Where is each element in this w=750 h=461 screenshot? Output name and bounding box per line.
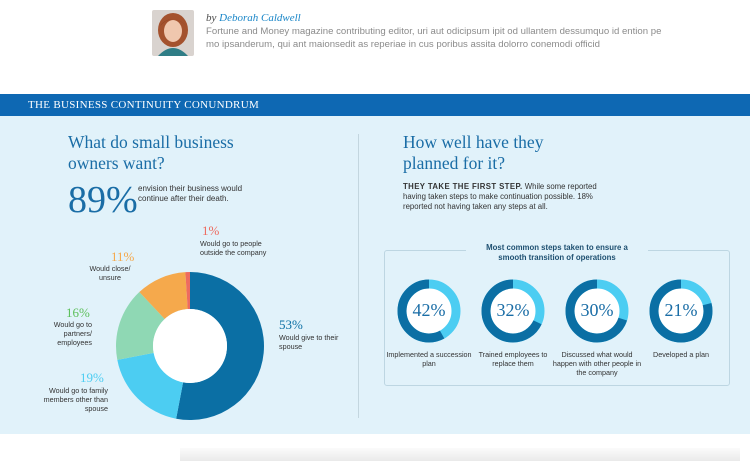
slice-label-outside: Would go to people outside the company <box>200 239 267 257</box>
slice-label-close: Would close/ unsure <box>89 264 131 282</box>
step-ring-graphic <box>565 279 629 343</box>
donut-hole <box>153 309 227 383</box>
slice-label-spouse: Would give to their spouse <box>279 333 339 351</box>
author-name[interactable]: Deborah Caldwell <box>219 12 301 24</box>
steps-title-wrap: Most common steps taken to ensure a smoo… <box>385 243 729 265</box>
banner-title: THE BUSINESS CONTINUITY CONUNDRUM <box>28 99 260 111</box>
left-heading-line2: owners want? <box>68 153 165 173</box>
right-heading-line1: How well have they <box>403 132 544 152</box>
intro-lead: THEY TAKE THE FIRST STEP. <box>403 182 523 191</box>
steps-title: Most common steps taken to ensure a smoo… <box>466 243 648 263</box>
slice-pct-spouse: 53% <box>279 317 303 332</box>
step-ring-pct: 42% <box>412 300 446 320</box>
donut-slice-close <box>139 272 188 320</box>
section-banner: THE BUSINESS CONTINUITY CONUNDRUM <box>0 94 750 116</box>
step-ring-graphic <box>649 279 713 343</box>
left-heading-line1: What do small business <box>68 132 234 152</box>
donut-slice-outside <box>185 272 190 310</box>
step-ring-label: Implemented a succession plan <box>386 350 472 368</box>
big-percentage: 89% <box>68 179 138 221</box>
step-ring-3: 30% <box>564 278 630 344</box>
step-ring-graphic <box>481 279 545 343</box>
left-heading: What do small business owners want? <box>68 132 234 174</box>
intro-body: While some reported having taken steps t… <box>403 182 597 211</box>
step-ring-label: Discussed what would happen with other p… <box>552 350 642 377</box>
step-ring-graphic <box>397 279 461 343</box>
right-intro: THEY TAKE THE FIRST STEP. While some rep… <box>403 182 613 212</box>
bottom-edge <box>180 448 740 461</box>
author-bio: Fortune and Money magazine contributing … <box>206 26 662 50</box>
step-ring-pct: 30% <box>580 300 614 320</box>
column-divider <box>358 134 359 418</box>
slice-label-partners: Would go to partners/ employees <box>53 320 92 347</box>
step-ring-pct: 32% <box>496 300 530 320</box>
step-ring-pct: 21% <box>664 300 698 320</box>
slice-pct-family: 19% <box>80 370 104 385</box>
step-ring-1: 42% <box>396 278 462 344</box>
donut-slice-spouse <box>176 272 264 420</box>
author-block: by Deborah Caldwell Fortune and Money ma… <box>152 10 732 60</box>
right-heading-line2: planned for it? <box>403 153 506 173</box>
step-ring-arc <box>397 279 461 343</box>
step-ring-2: 32% <box>480 278 546 344</box>
step-ring-arc <box>481 279 545 343</box>
slice-pct-outside: 1% <box>202 223 220 238</box>
step-ring-arc <box>649 279 713 343</box>
succession-donut-chart <box>116 272 264 420</box>
slice-label-family: Would go to family members other than sp… <box>43 386 108 413</box>
step-ring-arc <box>565 279 629 343</box>
donut-slice-family <box>117 352 184 419</box>
step-ring-4: 21% <box>648 278 714 344</box>
steps-box: Most common steps taken to ensure a smoo… <box>384 243 730 386</box>
infographic-panel: What do small business owners want? 89% … <box>0 116 750 434</box>
slice-pct-close: 11% <box>111 249 135 264</box>
author-photo <box>152 10 194 56</box>
donut-slice-partners <box>116 292 165 360</box>
byline: by Deborah Caldwell <box>206 12 301 24</box>
step-ring-label: Trained employees to replace them <box>478 350 548 368</box>
byline-prefix: by <box>206 12 217 24</box>
slice-pct-partners: 16% <box>66 305 90 320</box>
right-heading: How well have they planned for it? <box>403 132 543 174</box>
author-avatar <box>152 10 194 56</box>
step-ring-label: Developed a plan <box>653 350 709 359</box>
big-percentage-note: envision their business would continue a… <box>138 184 243 203</box>
